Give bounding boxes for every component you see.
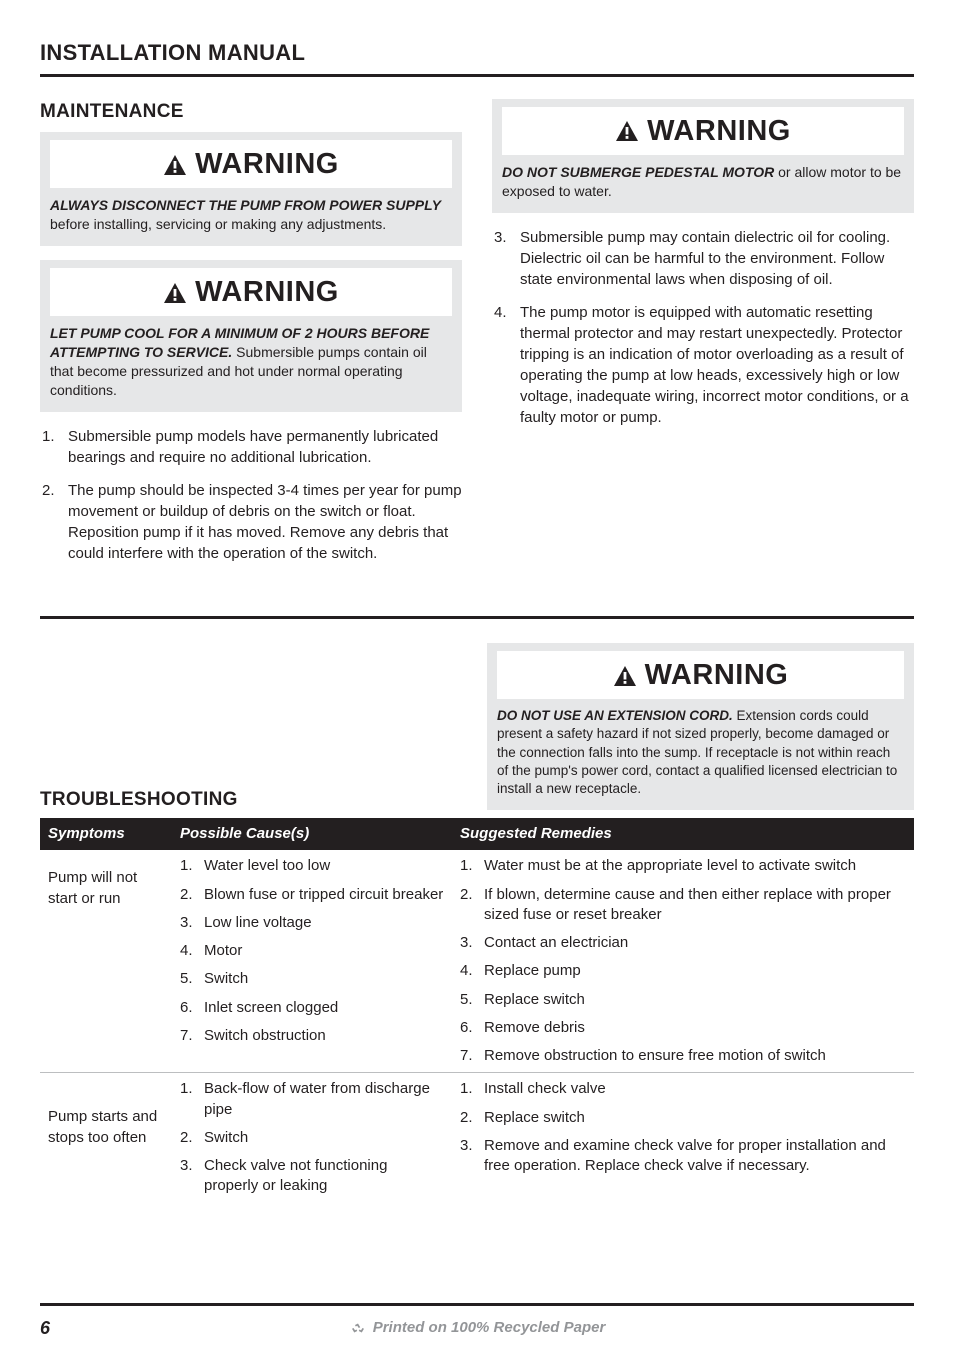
warning-box-1: WARNING ALWAYS DISCONNECT THE PUMP FROM …	[40, 132, 462, 246]
table-row: Pump will not start or run Water level t…	[40, 850, 914, 1073]
maintenance-list-left: Submersible pump models have permanently…	[40, 426, 462, 564]
list-item: Inlet screen clogged	[180, 998, 444, 1018]
warning-body: DO NOT SUBMERGE PEDESTAL MOTOR or allow …	[502, 163, 904, 201]
warning-triangle-icon	[163, 154, 187, 176]
list-item: Water must be at the appropriate level t…	[460, 856, 906, 876]
maintenance-right-column: WARNING DO NOT SUBMERGE PEDESTAL MOTOR o…	[492, 99, 914, 576]
list-item: Back-flow of water from discharge pipe	[180, 1079, 444, 1120]
warning-header: WARNING	[50, 140, 452, 188]
warning-rest: before installing, servicing or making a…	[50, 216, 386, 232]
col-header-symptoms: Symptoms	[40, 818, 172, 850]
page-number: 6	[40, 1316, 100, 1340]
warning-label: WARNING	[645, 656, 789, 695]
list-item: Low line voltage	[180, 913, 444, 933]
warning-lead: ALWAYS DISCONNECT THE PUMP FROM POWER SU…	[50, 197, 441, 213]
list-item: Remove obstruction to ensure free motion…	[460, 1046, 906, 1066]
maintenance-left-column: MAINTENANCE WARNING ALWAYS DISCONNECT TH…	[40, 99, 462, 576]
remedies-cell: Water must be at the appropriate level t…	[452, 850, 914, 1073]
list-item: Replace switch	[460, 990, 906, 1010]
list-item: The pump motor is equipped with automati…	[492, 302, 914, 428]
document-title: INSTALLATION MANUAL	[40, 38, 914, 77]
col-header-causes: Possible Cause(s)	[172, 818, 452, 850]
maintenance-columns: MAINTENANCE WARNING ALWAYS DISCONNECT TH…	[40, 99, 914, 576]
causes-cell: Back-flow of water from discharge pipe S…	[172, 1073, 452, 1203]
troubleshooting-table: Symptoms Possible Cause(s) Suggested Rem…	[40, 818, 914, 1203]
footer-text: Printed on 100% Recycled Paper	[373, 1318, 606, 1338]
table-row: Pump starts and stops too often Back-flo…	[40, 1073, 914, 1203]
list-item: Remove debris	[460, 1018, 906, 1038]
warning-lead: DO NOT USE AN EXTENSION CORD.	[497, 708, 733, 723]
list-item: Replace pump	[460, 961, 906, 981]
list-item: Contact an electrician	[460, 933, 906, 953]
warning-header: WARNING	[497, 651, 904, 699]
warning-box-2: WARNING LET PUMP COOL FOR A MINIMUM OF 2…	[40, 260, 462, 412]
list-item: Blown fuse or tripped circuit breaker	[180, 885, 444, 905]
warning-box-4: WARNING DO NOT USE AN EXTENSION CORD. Ex…	[487, 643, 914, 810]
warning-label: WARNING	[195, 273, 339, 312]
warning-triangle-icon	[163, 282, 187, 304]
warning-body: DO NOT USE AN EXTENSION CORD. Extension …	[497, 707, 904, 798]
warning-label: WARNING	[195, 145, 339, 184]
section-divider	[40, 616, 914, 619]
list-item: Replace switch	[460, 1108, 906, 1128]
troubleshooting-heading-wrap: TROUBLESHOOTING	[40, 787, 467, 815]
list-item: Switch	[180, 969, 444, 989]
warning-body: ALWAYS DISCONNECT THE PUMP FROM POWER SU…	[50, 196, 452, 234]
symptom-cell: Pump will not start or run	[40, 850, 172, 1073]
list-item: The pump should be inspected 3-4 times p…	[40, 480, 462, 564]
list-item: Submersible pump models have permanently…	[40, 426, 462, 468]
col-header-remedies: Suggested Remedies	[452, 818, 914, 850]
warning-lead: DO NOT SUBMERGE PEDESTAL MOTOR	[502, 164, 774, 180]
table-header: Symptoms Possible Cause(s) Suggested Rem…	[40, 818, 914, 850]
warning-body: LET PUMP COOL FOR A MINIMUM OF 2 HOURS B…	[50, 324, 452, 400]
warning-header: WARNING	[50, 268, 452, 316]
footer-text-wrap: Printed on 100% Recycled Paper	[100, 1318, 854, 1338]
list-item: Check valve not functioning properly or …	[180, 1156, 444, 1197]
recycle-icon	[349, 1319, 367, 1337]
symptom-cell: Pump starts and stops too often	[40, 1073, 172, 1203]
list-item: Water level too low	[180, 856, 444, 876]
maintenance-heading: MAINTENANCE	[40, 99, 462, 125]
list-item: Remove and examine check valve for prope…	[460, 1136, 906, 1177]
page-footer: 6 Printed on 100% Recycled Paper	[40, 1303, 914, 1340]
list-item: Switch obstruction	[180, 1026, 444, 1046]
list-item: Submersible pump may contain dielectric …	[492, 227, 914, 290]
troubleshooting-heading: TROUBLESHOOTING	[40, 787, 467, 813]
warning-triangle-icon	[615, 120, 639, 142]
maintenance-list-right: Submersible pump may contain dielectric …	[492, 227, 914, 428]
list-item: Switch	[180, 1128, 444, 1148]
warning-label: WARNING	[647, 112, 791, 151]
troubleshooting-warning-wrap: WARNING DO NOT USE AN EXTENSION CORD. Ex…	[487, 643, 914, 814]
list-item: If blown, determine cause and then eithe…	[460, 885, 906, 926]
list-item: Install check valve	[460, 1079, 906, 1099]
list-item: Motor	[180, 941, 444, 961]
causes-cell: Water level too low Blown fuse or trippe…	[172, 850, 452, 1073]
warning-box-3: WARNING DO NOT SUBMERGE PEDESTAL MOTOR o…	[492, 99, 914, 213]
warning-header: WARNING	[502, 107, 904, 155]
remedies-cell: Install check valve Replace switch Remov…	[452, 1073, 914, 1203]
troubleshooting-top-row: TROUBLESHOOTING WARNING DO NOT USE AN EX…	[40, 643, 914, 814]
warning-triangle-icon	[613, 665, 637, 687]
